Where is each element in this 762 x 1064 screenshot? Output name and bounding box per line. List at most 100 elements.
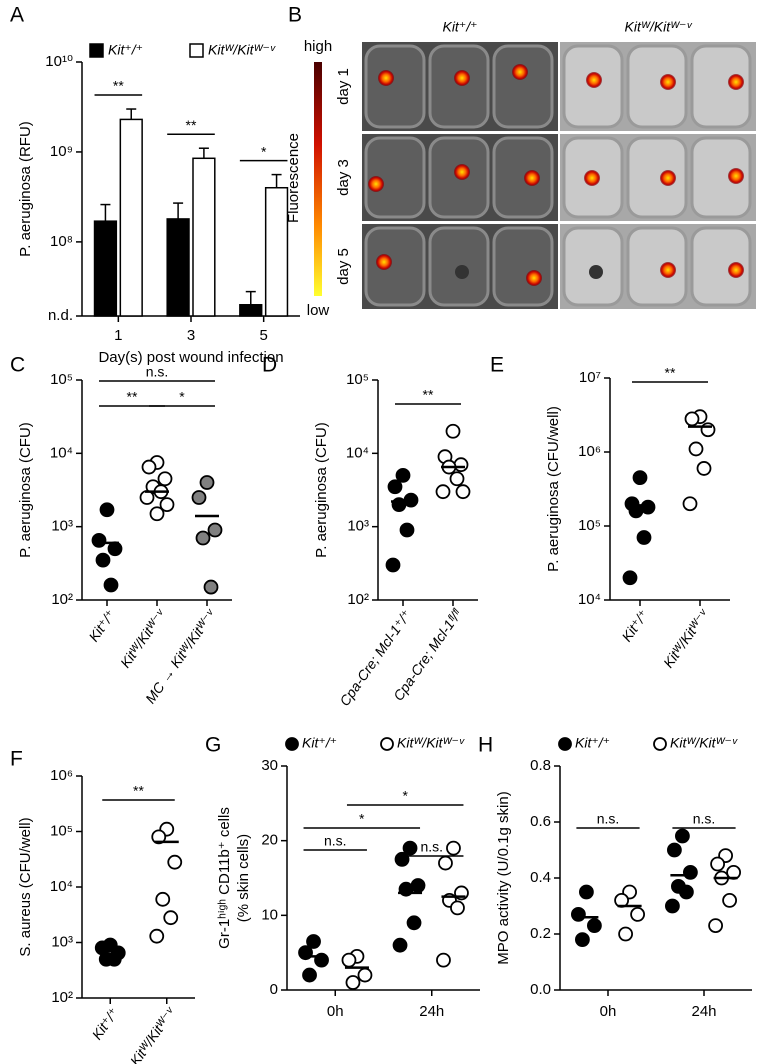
data-point	[207, 522, 223, 538]
data-point	[394, 851, 410, 867]
x-tick-label: Kitᵂ/Kitᵂ⁻ᵛ	[660, 606, 712, 671]
data-point	[449, 471, 465, 487]
x-tick-label: Kit⁺/⁺	[618, 607, 651, 645]
panel-letter: B	[288, 4, 302, 27]
y-tick-label: 0.0	[530, 981, 551, 998]
data-point	[410, 878, 426, 893]
data-point	[141, 459, 157, 475]
skin-sample	[626, 44, 688, 129]
significance-label: n.s.	[420, 839, 443, 855]
data-point	[450, 900, 465, 916]
legend-swatch	[89, 43, 104, 58]
y-tick-label: 10⁵	[50, 822, 73, 839]
data-point	[387, 479, 403, 495]
data-point	[345, 975, 361, 990]
data-point	[149, 928, 165, 944]
y-tick-label: 10⁶	[50, 767, 73, 784]
data-point	[106, 951, 122, 967]
legend-marker	[380, 737, 394, 751]
legend-label: Kit⁺/⁺	[108, 42, 143, 58]
significance-label: n.s.	[324, 833, 347, 849]
data-point	[203, 579, 219, 595]
data-point	[684, 411, 700, 427]
data-point	[683, 865, 698, 880]
data-point	[722, 893, 737, 908]
y-tick-label: 10²	[51, 989, 73, 1006]
skin-sample	[626, 226, 688, 307]
legend-marker	[285, 737, 299, 751]
y-tick-label: 10³	[51, 518, 73, 535]
legend-label: Kitᵂ/Kitᵂ⁻ᵛ	[670, 735, 738, 751]
data-point	[341, 952, 357, 968]
fluorescence-spot	[586, 72, 602, 88]
data-point	[402, 840, 418, 856]
data-point	[622, 570, 638, 586]
significance-label: *	[359, 811, 365, 827]
y-axis-label: P. aeruginosa (CFU)	[17, 422, 34, 558]
fluorescence-spot	[378, 70, 394, 86]
y-axis-label: (% skin cells)	[235, 834, 252, 922]
x-tick-label: 0h	[600, 1003, 617, 1020]
data-point	[640, 499, 656, 515]
data-point	[700, 422, 716, 438]
fluorescence-spot	[368, 176, 384, 192]
skin-sample	[492, 226, 554, 307]
fluorescence-spot	[728, 262, 744, 278]
significance-label: *	[261, 143, 267, 159]
significance-label: **	[133, 783, 144, 799]
y-tick-label: 10²	[347, 591, 369, 608]
data-point	[302, 967, 317, 983]
x-tick-label: 24h	[419, 1003, 444, 1020]
x-tick-label: 5	[259, 327, 267, 344]
skin-sample	[690, 136, 752, 219]
data-point	[392, 937, 408, 953]
data-point	[95, 552, 111, 568]
y-tick-label: 10³	[51, 933, 73, 950]
data-point	[455, 484, 471, 500]
y-axis-label: P. aeruginosa (CFU/well)	[545, 406, 562, 572]
data-point	[453, 457, 469, 473]
fluorescence-spot	[728, 168, 744, 184]
row-label: day 5	[335, 248, 352, 285]
colorbar	[314, 62, 322, 296]
data-point	[149, 506, 165, 522]
data-point	[682, 496, 698, 512]
row-label: day 1	[335, 68, 352, 105]
y-axis-label: P. aeruginosa (RFU)	[17, 121, 34, 257]
bar	[192, 157, 216, 317]
panel-letter: G	[205, 734, 221, 757]
y-tick-label: 20	[261, 832, 278, 849]
data-point	[675, 828, 690, 844]
data-point	[688, 441, 704, 457]
fluorescence-spot	[660, 74, 676, 90]
data-point	[679, 884, 694, 900]
y-tick-label: 10⁹	[50, 143, 73, 160]
data-point	[103, 577, 119, 593]
bar	[93, 220, 118, 317]
row-label: day 3	[335, 159, 352, 196]
y-tick-label: 10⁸	[50, 233, 73, 250]
data-point	[155, 891, 171, 907]
data-point	[438, 855, 453, 871]
significance-label: *	[179, 389, 185, 405]
legend-label: Kit⁺/⁺	[302, 735, 337, 751]
fluorescence-spot	[660, 262, 676, 278]
data-point	[191, 490, 207, 505]
legend-label: Kitᵂ/Kitᵂ⁻ᵛ	[397, 735, 465, 751]
data-point	[710, 856, 725, 872]
bar	[264, 186, 289, 317]
fluorescence-spot	[584, 170, 600, 186]
y-tick-label: 10⁴	[50, 444, 73, 461]
y-tick-label: 0.2	[530, 925, 551, 942]
data-point	[579, 884, 594, 900]
bar	[119, 118, 143, 317]
panel-letter: E	[490, 354, 504, 377]
data-point	[151, 829, 167, 845]
data-point	[395, 468, 411, 483]
y-axis-label: Gr-1ʰⁱᵍʰ CD11b⁺ cells	[216, 807, 233, 949]
significance-label: **	[113, 78, 124, 94]
data-point	[630, 907, 645, 922]
data-point	[159, 497, 175, 512]
panel-letter: F	[10, 748, 23, 771]
